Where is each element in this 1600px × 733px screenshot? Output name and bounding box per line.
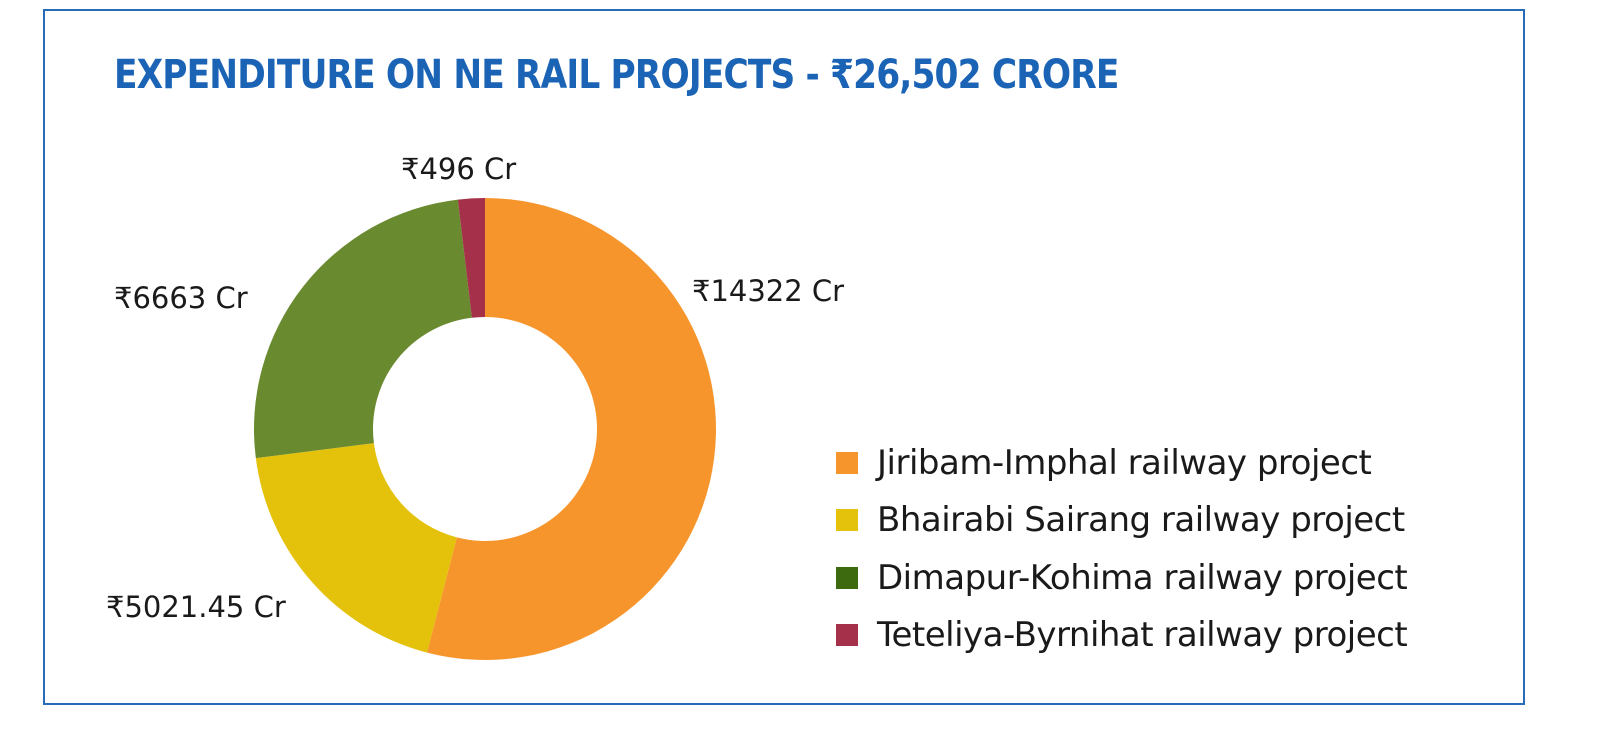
legend-label: Dimapur-Kohima railway project bbox=[877, 557, 1408, 598]
legend-item-jiribam-imphal: Jiribam-Imphal railway project bbox=[836, 434, 1407, 492]
donut-slice-3 bbox=[457, 198, 485, 318]
donut-labels: ₹14322 Cr ₹5021.45 Cr ₹6663 Cr ₹496 Cr bbox=[106, 152, 844, 624]
legend-label: Jiribam-Imphal railway project bbox=[877, 442, 1372, 483]
donut-slices bbox=[254, 198, 717, 661]
chart-title: EXPENDITURE ON NE RAIL PROJECTS - ₹26,50… bbox=[114, 52, 1119, 98]
legend-swatch bbox=[836, 624, 858, 647]
legend-item-bhairabi-sairang: Bhairabi Sairang railway project bbox=[836, 492, 1407, 550]
legend-swatch bbox=[836, 509, 858, 532]
slice-value-label-0: ₹14322 Cr bbox=[692, 274, 844, 308]
legend-label: Teteliya-Byrnihat railway project bbox=[877, 615, 1408, 656]
legend-swatch bbox=[836, 566, 858, 589]
legend-item-dimapur-kohima: Dimapur-Kohima railway project bbox=[836, 549, 1408, 607]
donut-slice-2 bbox=[254, 199, 472, 459]
slice-value-label-1: ₹5021.45 Cr bbox=[106, 590, 286, 624]
legend-swatch bbox=[836, 451, 858, 474]
donut-slice-0 bbox=[426, 198, 717, 661]
legend: Jiribam-Imphal railway project Bhairabi … bbox=[836, 434, 1408, 665]
slice-value-label-3: ₹496 Cr bbox=[401, 152, 516, 186]
legend-item-teteliya-byrnihat: Teteliya-Byrnihat railway project bbox=[836, 607, 1408, 665]
legend-label: Bhairabi Sairang railway project bbox=[877, 500, 1405, 541]
donut-slice-1 bbox=[255, 443, 457, 653]
chart-frame bbox=[43, 9, 1525, 705]
slice-value-label-2: ₹6663 Cr bbox=[114, 281, 248, 315]
